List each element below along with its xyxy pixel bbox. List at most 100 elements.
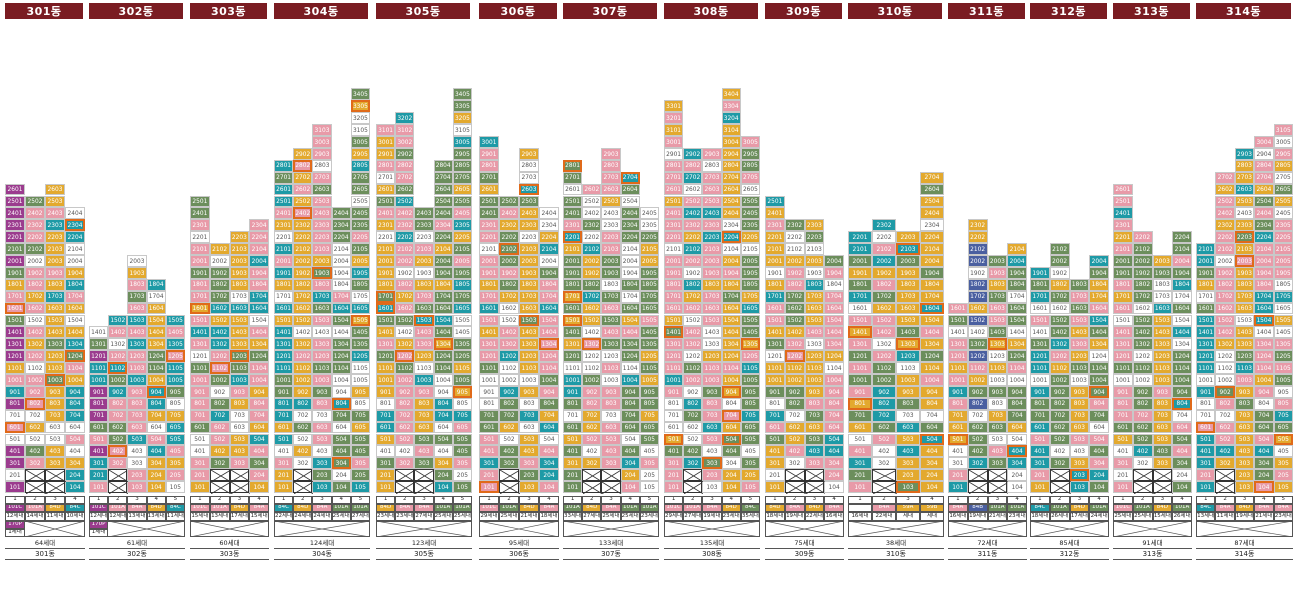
unit-cell: 1004	[65, 374, 85, 386]
unit-cell: 601	[89, 421, 109, 434]
unit-cell: 2002	[1215, 255, 1235, 267]
unit-cell: 2202	[1215, 231, 1235, 244]
unit-cell: 402	[872, 445, 896, 458]
extra-count: 1세대	[89, 529, 109, 537]
unit-cell: 1504	[249, 314, 269, 327]
unit-cell: 501	[5, 433, 25, 446]
unit-cell: 2203	[804, 231, 825, 244]
building-header: 311동	[948, 3, 1025, 19]
unit-cell: 1503	[1152, 314, 1173, 327]
unit-cell: 802	[293, 397, 313, 410]
unit-cell: 403	[312, 445, 332, 458]
unit-cell: 2504	[920, 195, 944, 208]
household-total: 64세대	[34, 538, 56, 547]
unit-cell: 905	[639, 385, 659, 398]
unit-cell: 1301	[664, 338, 684, 351]
unit-type: 59A	[896, 504, 920, 512]
unit-cell: 1301	[5, 338, 25, 351]
unit-cell: 1603	[229, 302, 250, 315]
unit-cell: 2204	[249, 231, 269, 244]
unit-cell: 1003	[229, 374, 250, 386]
unit-cell: 1504	[1089, 314, 1109, 327]
unit-cell: 803	[519, 397, 539, 410]
unit-cell: 302	[683, 457, 703, 470]
unit-cell: 1204	[146, 350, 166, 363]
unit-cell: 301	[274, 457, 294, 470]
unit-cell: 103	[312, 481, 332, 493]
unit-cell: 2905	[350, 147, 370, 160]
unit-cell: 1903	[519, 266, 539, 279]
unit-cell: 1505	[452, 314, 472, 327]
unit-cell: 2704	[433, 171, 453, 184]
unit-cell: 1302	[872, 338, 896, 351]
unit-cell: 504	[1007, 433, 1027, 446]
household-total: 135세대	[699, 538, 725, 547]
unit-cell: 2303	[414, 219, 434, 232]
unit-cell: 1701	[765, 290, 785, 303]
unit-cell: 1801	[190, 278, 210, 291]
unit-cell: 502	[293, 433, 313, 446]
unit-cell: 302	[108, 457, 128, 470]
unit-cell: 2705	[350, 171, 370, 184]
unit-count: 24세대	[293, 512, 313, 521]
unit-cell: 203	[127, 469, 147, 482]
unit-cell: 1202	[784, 350, 805, 363]
unit-cell: 1601	[479, 302, 499, 315]
household-total: 60세대	[219, 538, 240, 547]
unit-cell: 1804	[249, 278, 269, 291]
unit-cell: 2005	[350, 255, 370, 267]
unit-cell: 1605	[740, 302, 760, 315]
unit-count: 25세대	[452, 512, 472, 521]
building-header: 308동	[664, 3, 758, 19]
unit-cell: 1503	[1069, 314, 1090, 327]
unit-cell: 1403	[519, 326, 539, 339]
unit-cell: 1002	[395, 374, 415, 386]
unit-cell: 401	[274, 445, 294, 458]
unit-cell: 2102	[1215, 243, 1235, 255]
unit-cell: 2602	[395, 183, 415, 196]
unit-cell: 2103	[312, 243, 332, 255]
unit-cell: 804	[1007, 397, 1027, 410]
unit-cell: 1801	[765, 278, 785, 291]
unit-number: 2	[582, 496, 602, 504]
unit-cell: 702	[683, 409, 703, 422]
unit-type: 84A	[948, 504, 968, 512]
unit-cell: 2903	[1234, 147, 1255, 160]
unit-cell: 2204	[920, 231, 944, 244]
unit-cell: 2603	[1234, 183, 1255, 196]
unit-cell: 3001	[664, 136, 684, 148]
unit-cell: 1403	[601, 326, 621, 339]
divider	[848, 548, 944, 549]
unit-cell: 1004	[721, 374, 741, 386]
unit-cell: 1101	[1113, 362, 1133, 374]
unit-cell: 2404	[721, 207, 741, 220]
unit-cell: 2503	[1234, 195, 1255, 208]
unit-cell: 2601	[274, 183, 294, 196]
unit-cell: 1105	[350, 362, 370, 374]
unit-cell: 501	[1030, 433, 1050, 446]
unit-cell: 1903	[987, 266, 1008, 279]
unit-cell: 2602	[1215, 183, 1235, 196]
building-name: 303동	[219, 549, 240, 558]
unit-cell: 1802	[683, 278, 703, 291]
unit-cell: 503	[519, 433, 539, 446]
unit-cell: 304	[331, 457, 351, 470]
unit-cell: 1203	[896, 350, 920, 363]
unit-cell: 805	[639, 397, 659, 410]
unit-cell: 1603	[1234, 302, 1255, 315]
unit-cell: 503	[127, 433, 147, 446]
unit-cell: 1201	[1196, 350, 1216, 363]
piloti-cell	[1132, 481, 1154, 494]
unit-cell: 1602	[683, 302, 703, 315]
unit-cell: 2302	[683, 219, 703, 232]
unit-cell: 903	[702, 385, 722, 398]
unit-cell: 604	[331, 421, 351, 434]
unit-cell: 701	[848, 409, 872, 422]
unit-cell: 1004	[1007, 374, 1027, 386]
unit-cell: 1502	[25, 314, 45, 327]
unit-cell: 703	[127, 409, 147, 422]
unit-cell: 304	[920, 457, 944, 470]
unit-type: 84C	[1030, 504, 1050, 512]
unit-cell: 1404	[824, 326, 844, 339]
unit-cell: 1404	[721, 326, 741, 339]
